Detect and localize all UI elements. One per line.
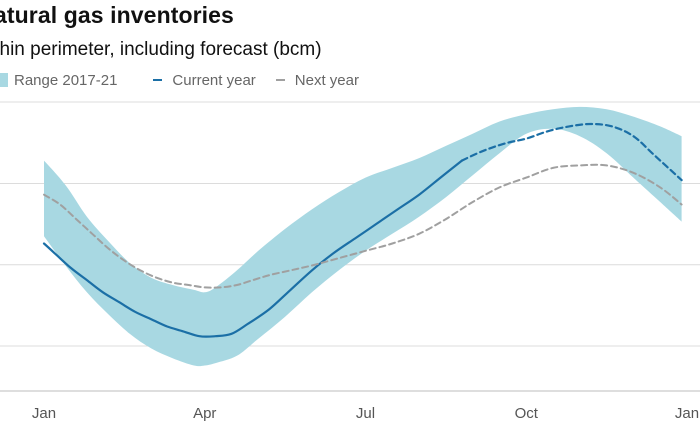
- legend-item-next: Next year: [275, 71, 359, 89]
- x-tick-label-0: Jan: [32, 405, 56, 422]
- legend-item-range: Range 2017-21: [0, 72, 117, 89]
- x-tick-label-2: Jul: [356, 405, 375, 422]
- legend-label-range: Range 2017-21: [14, 71, 118, 89]
- x-tick-label-3: Oct: [515, 405, 539, 422]
- legend: Range 2017-21 Current year Next year: [0, 69, 359, 91]
- series-current-year-solid: [42, 159, 463, 338]
- legend-label-next: Next year: [294, 71, 359, 89]
- chart-title: atural gas inventories: [0, 2, 234, 28]
- legend-swatch-next: [275, 79, 285, 81]
- legend-label-current: Current year: [172, 71, 256, 89]
- series-current-year-dashed: [460, 122, 683, 182]
- legend-swatch-current: [153, 79, 163, 81]
- legend-swatch-range: [0, 73, 8, 87]
- range-band: [44, 106, 682, 367]
- legend-item-current: Current year: [153, 71, 256, 89]
- x-tick-label-4: Jan: [675, 405, 699, 422]
- series-next-year-dashed: [43, 163, 683, 289]
- x-tick-label-1: Apr: [193, 405, 216, 422]
- chart-subtitle: ithin perimeter, including forecast (bcm…: [0, 39, 322, 60]
